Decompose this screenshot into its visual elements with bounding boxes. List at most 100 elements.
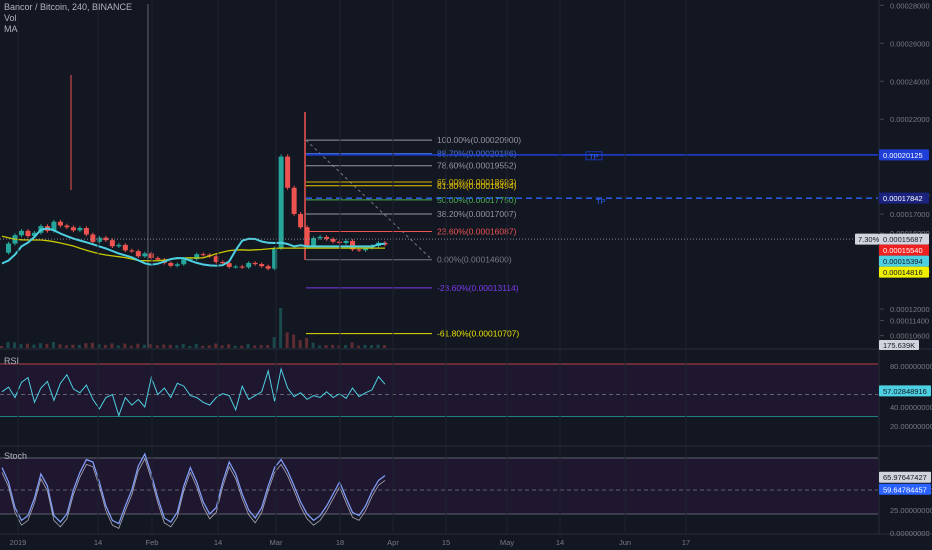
volume-bar <box>201 345 205 348</box>
price-tag <box>879 233 929 245</box>
price-candle <box>116 244 122 247</box>
fib-level-label: 100.00%(0.00020900) <box>437 135 521 145</box>
price-candle <box>5 243 11 253</box>
time-axis-tick: Jun <box>619 538 631 547</box>
chart-legend: Bancor / Bitcoin, 240, BINANCE Vol MA <box>4 2 132 35</box>
volume-bar <box>194 343 198 348</box>
volume-bar <box>110 343 114 348</box>
moving-average-label[interactable]: MA <box>4 24 18 34</box>
price-candle <box>90 234 96 242</box>
volume-bar <box>116 345 120 348</box>
price-candle <box>200 254 206 256</box>
price-candle <box>233 266 239 268</box>
percent-tag <box>855 233 879 245</box>
price-candle <box>239 266 245 268</box>
ma-fast-line <box>1 227 386 267</box>
price-candle <box>155 258 161 260</box>
price-candle <box>330 239 336 242</box>
price-candle <box>298 213 304 228</box>
volume-bar <box>311 342 315 348</box>
time-axis-tick: 14 <box>94 538 102 547</box>
rsi-value-tag-text: 57.02848916 <box>883 387 927 396</box>
price-candle <box>252 262 258 265</box>
volume-bar <box>324 345 328 348</box>
price-candle <box>363 247 369 251</box>
fib-level-label: 88.70%(0.00020186) <box>437 149 517 159</box>
volume-bar <box>266 344 270 348</box>
target-box <box>585 151 603 161</box>
stoch-value-tag <box>879 483 931 495</box>
volume-bar <box>149 344 153 348</box>
stoch-label[interactable]: Stoch <box>4 451 28 461</box>
price-candle <box>324 236 330 240</box>
volume-tag <box>879 340 919 350</box>
volume-bar <box>272 337 276 348</box>
fib-level-label: 50.00%(0.00017750) <box>437 195 517 205</box>
price-candle <box>350 240 356 250</box>
volume-bar <box>233 345 237 348</box>
fib-level-label: 0.00%(0.00014600) <box>437 255 512 265</box>
price-candle <box>57 221 63 226</box>
volume-bar <box>279 308 283 348</box>
volume-bar <box>188 345 192 348</box>
price-axis-tick: 0.00012000 <box>890 305 930 314</box>
price-candle <box>174 264 180 266</box>
price-candle <box>213 256 219 262</box>
volume-bar <box>253 345 257 348</box>
time-axis-tick: Feb <box>146 538 159 547</box>
fib-level-label: 38.20%(0.00017007) <box>437 209 517 219</box>
price-tag <box>879 255 929 267</box>
price-candle <box>317 236 323 239</box>
volume-bar <box>357 345 361 348</box>
stoch-band <box>0 458 878 514</box>
price-axis-tick: 0.00026000 <box>890 39 930 48</box>
symbol-title[interactable]: Bancor / Bitcoin, 240, BINANCE <box>4 2 133 12</box>
target-box-label: TP <box>589 152 599 161</box>
price-candle <box>51 221 57 231</box>
price-tag <box>879 149 929 161</box>
percent-tag-text: 7.30% <box>858 235 880 244</box>
fib-level-label: 23.60%(0.00016087) <box>437 226 517 236</box>
price-candle <box>148 253 154 259</box>
volume-bar <box>376 344 380 348</box>
volume-bar <box>45 343 49 348</box>
price-candle <box>64 225 70 228</box>
target-dashed-label: TP <box>596 197 606 206</box>
price-candle <box>70 227 76 231</box>
volume-bar <box>25 343 29 348</box>
time-axis-tick: May <box>500 538 514 547</box>
rsi-axis-tick: 40.00000000 <box>890 403 932 412</box>
price-candle <box>343 240 349 244</box>
volume-bar <box>246 344 250 348</box>
price-candle <box>272 248 278 269</box>
price-candle <box>83 228 89 235</box>
price-candle <box>109 240 115 247</box>
price-candle <box>226 263 232 267</box>
volume-bar <box>370 345 374 348</box>
price-candle <box>220 261 226 264</box>
rsi-axis-tick: 80.00000000 <box>890 362 932 371</box>
rsi-band <box>0 364 878 417</box>
rsi-label[interactable]: RSI <box>4 356 20 366</box>
volume-bar <box>240 345 244 348</box>
price-candle <box>181 259 187 265</box>
fib-level-label: -23.60%(0.00013114) <box>437 283 519 293</box>
fib-level-label: 61.80%(0.00018494) <box>437 181 517 191</box>
price-tag-text: 0.00014816 <box>883 268 923 277</box>
time-axis-tick: Mar <box>270 538 283 547</box>
stoch-axis-tick: 0.00000000 <box>890 529 930 538</box>
volume-bar <box>207 345 211 348</box>
time-axis-tick: 17 <box>682 538 690 547</box>
volume-bar <box>318 345 322 348</box>
volume-tag-text: 175.639K <box>883 341 915 350</box>
volume-bar <box>337 345 341 348</box>
rsi-axis-tick: 20.00000000 <box>890 422 932 431</box>
price-candle <box>18 230 24 236</box>
ma-slow-line <box>1 235 385 262</box>
volume-label[interactable]: Vol <box>4 13 17 23</box>
price-axis-tick: 0.00011400 <box>890 316 929 325</box>
volume-bar <box>64 345 68 348</box>
time-axis-tick: 14 <box>556 538 564 547</box>
